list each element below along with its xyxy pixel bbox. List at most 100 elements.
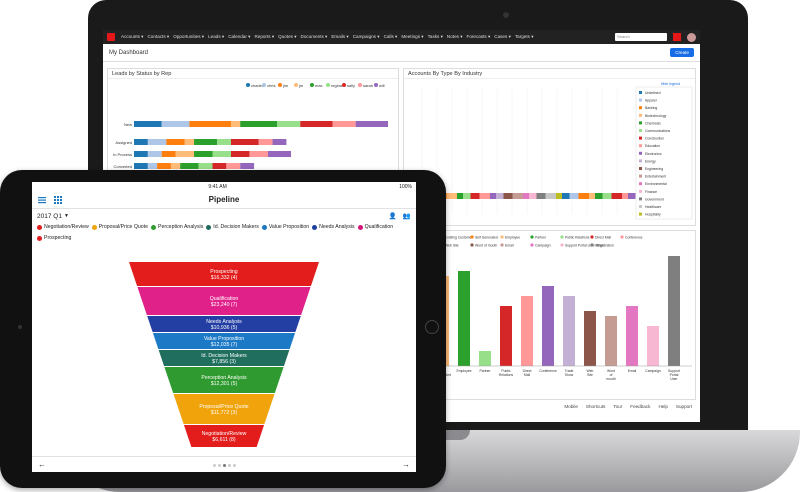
industry-swatch (639, 121, 642, 125)
nav-item-meetings[interactable]: Meetings ▾ (401, 34, 424, 39)
footer-link-shortcuts[interactable]: Shortcuts (585, 404, 606, 409)
nav-item-accounts[interactable]: Accounts ▾ (121, 34, 144, 39)
search-input[interactable]: Search (615, 33, 667, 41)
industry-label: Government (645, 197, 664, 201)
tablet-camera (18, 325, 22, 329)
source-legend-label: Email (505, 244, 514, 248)
status-time: 9:41 AM (208, 183, 227, 190)
forward-arrow-icon[interactable]: → (402, 460, 410, 469)
nav-item-calendar[interactable]: Calendar ▾ (228, 34, 251, 39)
accounts-dashlet: Accounts By Type By Industry CustomerHid… (403, 68, 696, 226)
user-icon[interactable]: 👤 (388, 213, 397, 220)
funnel-stage-value: $23,240 (7) (211, 302, 238, 308)
industry-swatch (639, 205, 642, 208)
user-avatar[interactable] (687, 32, 696, 42)
industry-swatch (639, 189, 642, 193)
quarter-selector[interactable]: 2017 Q1 ▼ 👤 👥 (32, 209, 416, 223)
source-tick-label: Mail (524, 373, 530, 377)
funnel-stage-value: $7,856 (3) (212, 359, 236, 365)
nav-item-documents[interactable]: Documents ▾ (300, 34, 328, 39)
nav-item-targets[interactable]: Targets ▾ (514, 34, 534, 39)
nav-item-notes[interactable]: Notes ▾ (446, 34, 463, 39)
nav-item-opportunities[interactable]: Opportunities ▾ (173, 34, 205, 39)
bar-chris (161, 121, 190, 127)
nav-item-calls[interactable]: Calls ▾ (383, 34, 398, 39)
bar-jim (189, 121, 231, 127)
legend-item[interactable]: Value Proposition (261, 223, 309, 232)
footer-link-mobile[interactable]: Mobile (564, 404, 578, 409)
home-button[interactable] (425, 320, 439, 334)
nav-item-reports[interactable]: Reports ▾ (254, 34, 275, 39)
nav-item-quotes[interactable]: Quotes ▾ (278, 34, 297, 39)
nav-item-contacts[interactable]: Contacts ▾ (147, 34, 170, 39)
bar-regina (217, 139, 231, 145)
legend-swatch-max (310, 83, 314, 87)
industry-swatch (639, 174, 642, 178)
footer-link-support[interactable]: Support (675, 404, 692, 409)
apps-grid-icon[interactable] (53, 195, 63, 205)
account-segment (523, 193, 529, 199)
pipeline-funnel: Prospecting$16,332 (4) Qualification$23,2… (129, 262, 319, 447)
create-button[interactable]: Create (670, 48, 694, 57)
bar-charles (134, 151, 148, 157)
legend-item[interactable]: Negotiation/Review (37, 223, 89, 232)
nav-item-cases[interactable]: Cases ▾ (494, 34, 511, 39)
industry-swatch (639, 144, 642, 148)
nav-item-forecasts[interactable]: Forecasts ▾ (466, 34, 491, 39)
source-tick-label: Conference (539, 369, 557, 373)
legend-item[interactable]: Needs Analysis (312, 223, 355, 232)
source-tick-label: Public (501, 369, 511, 373)
funnel-segment-qualification (137, 287, 311, 315)
funnel-stage-label: Qualification (210, 296, 239, 302)
industry-label: Apparel (645, 99, 657, 103)
account-segment (470, 193, 480, 199)
nav-item-campaigns[interactable]: Campaigns ▾ (352, 34, 380, 39)
funnel-legend: Negotiation/Review Proposal/Price Quote Pe… (32, 223, 416, 245)
source-bar (584, 311, 596, 366)
quick-create-button[interactable] (673, 33, 681, 41)
footer-link-tour[interactable]: Tour (613, 404, 623, 409)
bar-sarah (226, 163, 241, 169)
crm-footer: Mobile Shortcuts Tour Feedback Help Support (403, 404, 696, 414)
account-segment (446, 193, 457, 199)
source-tick-label: User (670, 377, 678, 381)
menu-icon[interactable] (37, 195, 47, 205)
team-icon[interactable]: 👥 (402, 213, 411, 220)
legend-dot (206, 225, 212, 230)
legend-label-chris: chris (267, 83, 275, 88)
nav-item-tasks[interactable]: Tasks ▾ (427, 34, 443, 39)
nav-item-emails[interactable]: Emails ▾ (331, 34, 349, 39)
legend-item[interactable]: Id. Decision Makers (206, 223, 259, 232)
source-tick-label: Site (587, 373, 593, 377)
accounts-dashlet-title: Accounts By Type By Industry (404, 69, 695, 79)
funnel-stage-label: Id. Decision Makers (201, 353, 247, 359)
legend-item[interactable]: Proposal/Price Quote (91, 223, 148, 232)
legend-dot (37, 236, 42, 241)
legend-item[interactable]: Qualification (357, 223, 393, 232)
bar-jm (170, 163, 181, 169)
source-tick-label: of (610, 373, 613, 377)
bar-chris (147, 139, 167, 145)
legend-item[interactable]: Prospecting (37, 234, 71, 243)
crm-logo-icon[interactable] (107, 33, 115, 41)
source-tick-label: Relations (499, 373, 513, 377)
source-tick-label: Campaign (645, 369, 661, 373)
bar-jim (166, 139, 185, 145)
industry-label: Hospitality (645, 213, 661, 217)
account-segment (479, 193, 490, 199)
industry-swatch (639, 212, 642, 216)
source-bar (647, 326, 659, 366)
back-arrow-icon[interactable]: ← (38, 460, 46, 469)
footer-link-feedback[interactable]: Feedback (630, 404, 651, 409)
legend-swatch-charles (246, 83, 250, 87)
footer-link-help[interactable]: Help (658, 404, 668, 409)
bar-max (180, 163, 199, 169)
legend-item[interactable]: Perception Analysis (151, 223, 203, 232)
nav-item-leads[interactable]: Leads ▾ (208, 34, 225, 39)
funnel-segment-negotiation-review (183, 425, 265, 447)
source-bar (668, 256, 680, 366)
dashboard-header: My Dashboard Create (103, 44, 700, 62)
industry-swatch (639, 91, 642, 94)
